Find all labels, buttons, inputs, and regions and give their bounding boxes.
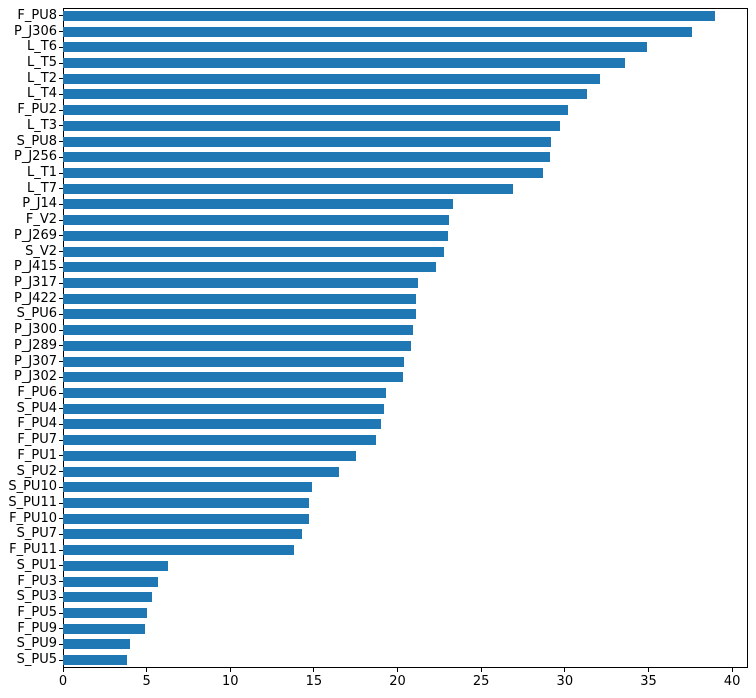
y-tick-label: F_PU8 xyxy=(17,7,57,23)
y-tick-label: F_PU5 xyxy=(17,605,57,620)
y-tick-label: P_J307 xyxy=(14,353,57,369)
y-tick-label: F_PU2 xyxy=(17,102,57,118)
y-tick-label: L_T2 xyxy=(27,70,57,86)
y-tick-label: L_T5 xyxy=(27,55,57,70)
x-tick-mark xyxy=(397,668,399,672)
x-tick-mark xyxy=(731,668,733,672)
y-tick-label: L_T3 xyxy=(27,117,57,133)
x-tick-label: 10 xyxy=(221,674,239,689)
x-tick-label: 35 xyxy=(640,674,657,689)
y-tick-label: S_PU11 xyxy=(8,495,57,510)
y-tick-label: S_PU5 xyxy=(16,652,57,668)
y-tick-label: S_PU1 xyxy=(16,557,57,573)
y-tick-label: P_J422 xyxy=(14,290,57,306)
x-tick-mark xyxy=(62,668,64,672)
y-tick-label: P_J302 xyxy=(14,369,57,385)
y-tick-label: F_PU4 xyxy=(17,416,57,432)
x-tick-label: 5 xyxy=(142,674,151,689)
y-tick-label: P_J289 xyxy=(14,337,57,353)
y-tick-label: P_J256 xyxy=(14,149,57,165)
y-tick-label: P_J415 xyxy=(14,259,57,275)
plot-area xyxy=(63,8,748,668)
y-tick-label: P_J306 xyxy=(14,23,57,39)
y-tick-label: F_PU1 xyxy=(17,447,57,463)
x-tick-mark xyxy=(647,668,649,672)
y-tick-label: S_PU10 xyxy=(8,479,57,495)
y-tick-label: S_PU8 xyxy=(16,133,57,149)
y-tick-label: L_T1 xyxy=(27,165,57,180)
x-tick-mark xyxy=(313,668,315,672)
x-tick-label: 40 xyxy=(723,674,741,689)
y-tick-label: F_V2 xyxy=(25,212,57,228)
x-tick-mark xyxy=(146,668,148,672)
y-tick-label: L_T7 xyxy=(27,180,57,196)
y-tick-label: S_PU3 xyxy=(16,589,57,605)
x-tick-mark xyxy=(480,668,482,672)
y-tick-label: P_J300 xyxy=(14,322,57,338)
y-tick-label: S_PU2 xyxy=(16,463,57,479)
y-tick-label: F_PU3 xyxy=(17,573,57,589)
x-tick-label: 15 xyxy=(305,674,323,689)
y-tick-label: F_PU11 xyxy=(9,542,57,558)
y-tick-label: P_J269 xyxy=(14,227,57,243)
y-tick-label: P_J14 xyxy=(22,196,57,212)
x-tick-mark xyxy=(564,668,566,672)
x-tick-label: 30 xyxy=(556,674,574,689)
x-tick-label: 20 xyxy=(389,674,406,689)
y-tick-label: L_T6 xyxy=(27,39,57,55)
y-tick-label: F_PU7 xyxy=(17,432,57,448)
y-tick-label: F_PU9 xyxy=(17,620,57,636)
x-tick-label: 25 xyxy=(472,674,490,689)
y-tick-label: F_PU10 xyxy=(9,510,57,526)
y-tick-label: S_V2 xyxy=(25,243,57,259)
y-tick-label: F_PU6 xyxy=(17,385,57,400)
x-tick-label: 0 xyxy=(58,674,68,689)
y-tick-label: S_PU6 xyxy=(16,306,57,322)
y-tick-label: P_J317 xyxy=(14,275,57,290)
y-tick-label: S_PU9 xyxy=(16,636,57,652)
y-tick-label: S_PU4 xyxy=(16,400,57,416)
y-tick-label: L_T4 xyxy=(27,86,57,102)
x-tick-mark xyxy=(229,668,231,672)
y-tick-label: S_PU7 xyxy=(16,526,57,542)
